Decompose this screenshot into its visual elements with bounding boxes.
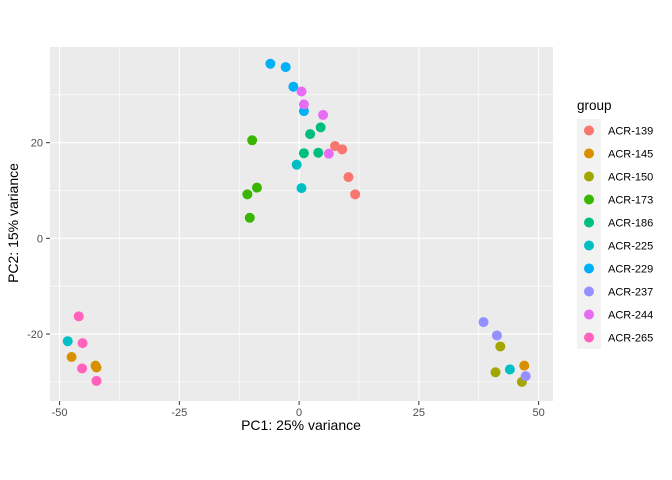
data-point — [520, 371, 531, 382]
x-tick-label: -25 — [171, 407, 187, 419]
data-point — [296, 183, 307, 194]
data-point — [343, 172, 354, 183]
legend-key — [584, 171, 594, 182]
y-tick-label: 0 — [37, 233, 43, 245]
legend-key — [584, 286, 594, 297]
data-point — [350, 189, 361, 200]
y-axis: -20 0 20 — [27, 138, 50, 341]
data-point — [251, 182, 262, 193]
data-point — [66, 351, 77, 362]
data-point — [91, 375, 102, 386]
data-point — [280, 62, 291, 73]
x-axis: -50 -25 0 25 50 — [52, 401, 545, 419]
legend-key — [584, 263, 594, 274]
data-point — [519, 360, 530, 371]
data-point — [298, 148, 309, 159]
grid — [50, 47, 553, 401]
legend-label: ACR-237 — [608, 287, 653, 299]
y-tick-label: -20 — [27, 329, 43, 341]
y-axis-title: PC2: 15% variance — [5, 163, 21, 283]
legend-label: ACR-139 — [608, 126, 653, 138]
data-point — [323, 148, 334, 159]
data-point — [242, 189, 253, 200]
data-point — [315, 122, 326, 133]
data-point — [298, 99, 309, 110]
data-point — [91, 362, 102, 373]
x-tick-label: 50 — [533, 407, 545, 419]
legend-label: ACR-150 — [608, 172, 653, 184]
data-point — [77, 363, 88, 374]
data-point — [77, 338, 88, 349]
data-point — [291, 159, 302, 170]
data-point — [318, 109, 329, 120]
data-point — [491, 330, 502, 341]
legend-key — [584, 240, 594, 251]
points — [62, 58, 531, 387]
legend-title: group — [577, 98, 612, 113]
legend-label: ACR-145 — [608, 149, 653, 161]
data-point — [305, 129, 316, 140]
legend: group ACR-139 ACR-145 ACR-150 ACR-173 ACR-18… — [577, 98, 653, 349]
legend-key — [584, 217, 594, 228]
legend-label: ACR-173 — [608, 195, 653, 207]
x-tick-label: 0 — [296, 407, 302, 419]
y-tick-label: 20 — [31, 138, 43, 150]
legend-label: ACR-265 — [608, 333, 653, 345]
legend-key — [584, 332, 594, 343]
data-point — [244, 212, 255, 223]
data-point — [62, 336, 73, 347]
x-tick-label: 25 — [413, 407, 425, 419]
legend-label: ACR-229 — [608, 264, 653, 276]
data-point — [478, 317, 489, 328]
legend-key — [584, 194, 594, 205]
legend-label: ACR-186 — [608, 218, 653, 230]
data-point — [495, 341, 506, 352]
data-point — [504, 364, 515, 375]
x-tick-label: -50 — [52, 407, 68, 419]
data-point — [296, 86, 307, 97]
legend-key — [584, 309, 594, 320]
data-point — [73, 311, 84, 322]
legend-label: ACR-225 — [608, 241, 653, 253]
legend-label: ACR-244 — [608, 310, 653, 322]
legend-key — [584, 148, 594, 159]
data-point — [490, 367, 501, 378]
data-point — [313, 147, 324, 158]
data-point — [288, 81, 299, 92]
data-point — [265, 58, 276, 69]
data-point — [247, 135, 258, 146]
legend-key — [584, 125, 594, 136]
x-axis-title: PC1: 25% variance — [241, 417, 361, 433]
data-point — [337, 144, 348, 155]
